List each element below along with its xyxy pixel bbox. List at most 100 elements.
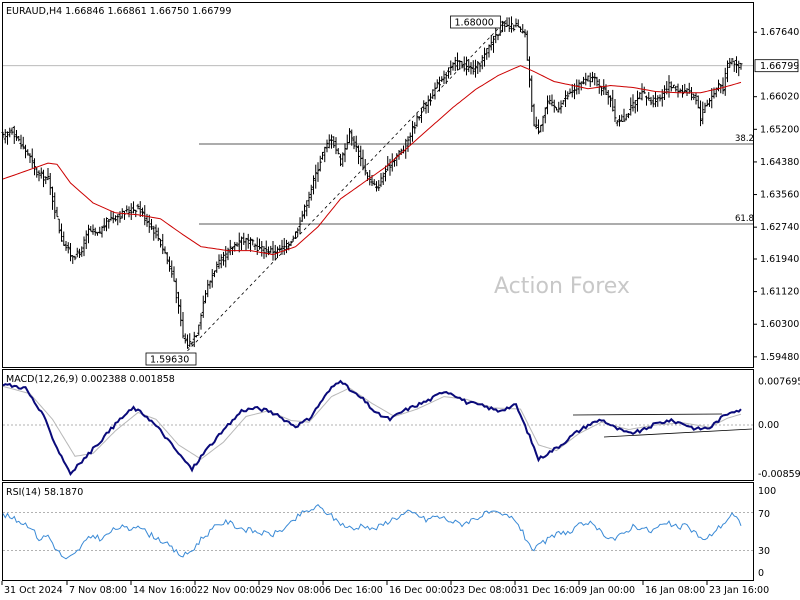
ohlc-bar xyxy=(411,120,414,142)
ohlc-bar xyxy=(647,92,651,101)
ohlc-bar xyxy=(609,95,612,108)
ohlc-bar xyxy=(429,93,432,106)
ohlc-bar xyxy=(107,218,111,229)
ohlc-bar xyxy=(633,100,637,114)
ohlc-bar xyxy=(168,256,171,272)
ohlc-bar xyxy=(552,99,556,113)
ohlc-bar xyxy=(516,19,520,28)
ohlc-bar xyxy=(156,227,160,242)
macd-panel-title: MACD(12,26,9) 0.002388 0.001858 xyxy=(6,374,175,385)
ohlc-bar xyxy=(728,57,732,68)
ohlc-bar xyxy=(460,60,464,69)
ohlc-bar xyxy=(309,184,313,201)
rsi-y-tick-label: 0 xyxy=(758,568,764,579)
ohlc-bar xyxy=(343,143,347,163)
price-y-tick-label: 1.61120 xyxy=(760,287,799,298)
ohlc-bar xyxy=(485,48,489,60)
ohlc-bar xyxy=(181,312,185,339)
ohlc-bar xyxy=(620,114,624,123)
ohlc-bar xyxy=(521,24,525,34)
ohlc-bar xyxy=(163,246,167,254)
ohlc-bar xyxy=(555,107,558,111)
ohlc-bar xyxy=(672,84,675,89)
ohlc-bar xyxy=(323,146,327,163)
ohlc-bar xyxy=(174,278,178,304)
ohlc-bar xyxy=(591,71,594,83)
ohlc-bar xyxy=(489,35,493,51)
ohlc-bar xyxy=(332,136,336,148)
ohlc-bar xyxy=(192,331,196,348)
ohlc-bar xyxy=(210,269,214,288)
ohlc-bar xyxy=(615,119,619,127)
ohlc-bar xyxy=(109,210,113,221)
price-y-tick-label: 1.62740 xyxy=(760,222,799,233)
ohlc-bar xyxy=(705,99,709,107)
price-bars xyxy=(1,16,743,349)
ohlc-bar xyxy=(537,119,540,135)
ohlc-bar xyxy=(690,87,693,101)
ohlc-bar xyxy=(289,241,293,247)
x-tick-label: 29 Nov 08:00 xyxy=(261,585,325,596)
ohlc-bar xyxy=(100,226,104,238)
macd-signal-line xyxy=(2,385,742,460)
ohlc-bar xyxy=(75,247,79,258)
ohlc-bar xyxy=(93,227,97,236)
ohlc-bar xyxy=(501,20,504,33)
ohlc-bar xyxy=(307,191,311,208)
ohlc-bar xyxy=(215,261,219,273)
ohlc-bar xyxy=(260,241,264,257)
ohlc-bar xyxy=(595,76,599,87)
price-layer: 38.2 61.8 1.68000 1.59630 xyxy=(1,15,754,366)
rsi-y-tick-label: 100 xyxy=(758,486,776,497)
ohlc-bar xyxy=(127,206,131,218)
ohlc-bar xyxy=(251,238,255,246)
ohlc-bar xyxy=(593,72,597,86)
current-price-label: 1.66799 xyxy=(760,61,799,72)
ohlc-bar xyxy=(21,136,25,150)
ohlc-bar xyxy=(379,173,383,187)
low-label-box xyxy=(145,352,197,366)
ohlc-bar xyxy=(84,230,88,250)
macd-main-line xyxy=(2,379,742,477)
ohlc-bar xyxy=(64,241,68,251)
ohlc-bar xyxy=(6,131,9,145)
x-tick-label: 23 Jan 16:00 xyxy=(709,585,769,596)
ohlc-bar xyxy=(586,75,590,82)
ohlc-bar xyxy=(339,153,342,167)
ohlc-bar xyxy=(732,60,736,72)
ohlc-bar xyxy=(361,149,365,171)
ohlc-bar xyxy=(53,192,57,220)
ohlc-bar xyxy=(316,162,320,182)
ohlc-bar xyxy=(377,180,381,191)
ohlc-bar xyxy=(305,200,309,217)
ohlc-bar xyxy=(82,236,86,257)
ohlc-bar xyxy=(190,341,194,346)
ohlc-bar xyxy=(699,100,702,127)
ohlc-bar xyxy=(588,72,592,87)
ohlc-bar xyxy=(253,243,257,250)
ohlc-bar xyxy=(188,333,192,348)
ohlc-bar xyxy=(46,168,50,181)
ohlc-bar xyxy=(161,233,165,255)
x-tick-label: 7 Nov 08:00 xyxy=(69,585,127,596)
price-y-tick-label: 1.60300 xyxy=(760,319,799,330)
ohlc-bar xyxy=(453,56,457,72)
ohlc-bar xyxy=(354,135,358,153)
ohlc-bar xyxy=(312,175,315,195)
macd-y-tick-label: 0.00 xyxy=(758,420,779,431)
ohlc-bar xyxy=(282,237,286,255)
price-panel xyxy=(2,2,754,368)
ohlc-bar xyxy=(172,266,176,282)
ohlc-bar xyxy=(143,205,147,226)
ohlc-bar xyxy=(476,60,480,74)
ohlc-bar xyxy=(372,179,376,186)
ohlc-bar xyxy=(237,232,241,253)
ohlc-bar xyxy=(350,129,354,146)
ohlc-bar xyxy=(726,60,729,83)
ohlc-bar xyxy=(244,237,248,251)
ohlc-bar xyxy=(426,95,430,113)
ohlc-bar xyxy=(91,224,95,235)
ohlc-bar xyxy=(98,226,102,234)
ohlc-bar xyxy=(478,62,482,73)
